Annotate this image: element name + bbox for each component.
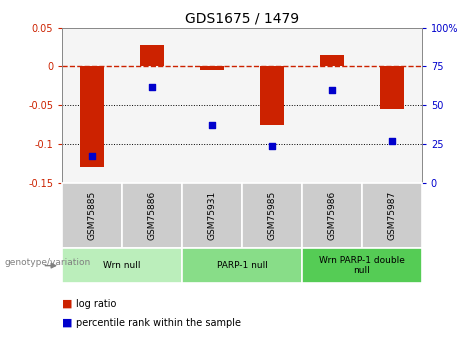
- Text: GSM75886: GSM75886: [148, 191, 157, 240]
- Text: ■: ■: [62, 299, 73, 308]
- Bar: [80, 66, 104, 167]
- Text: ■: ■: [62, 318, 73, 327]
- Text: GSM75986: GSM75986: [327, 191, 337, 240]
- Bar: [260, 66, 284, 125]
- Text: PARP-1 null: PARP-1 null: [217, 261, 267, 270]
- Bar: [140, 45, 164, 66]
- Text: GSM75985: GSM75985: [267, 191, 277, 240]
- Text: GSM75987: GSM75987: [387, 191, 396, 240]
- Text: GSM75931: GSM75931: [207, 191, 217, 240]
- Text: Wrn null: Wrn null: [103, 261, 141, 270]
- Text: Wrn PARP-1 double
null: Wrn PARP-1 double null: [319, 256, 405, 275]
- Point: [388, 138, 396, 144]
- Bar: [320, 55, 344, 66]
- Point: [208, 122, 216, 128]
- Text: log ratio: log ratio: [76, 299, 117, 308]
- Bar: [200, 66, 224, 70]
- Title: GDS1675 / 1479: GDS1675 / 1479: [185, 11, 299, 25]
- Point: [328, 87, 336, 92]
- Point: [268, 143, 276, 148]
- Point: [148, 84, 156, 89]
- Text: genotype/variation: genotype/variation: [5, 258, 91, 267]
- Text: GSM75885: GSM75885: [88, 191, 97, 240]
- Text: percentile rank within the sample: percentile rank within the sample: [76, 318, 241, 327]
- Bar: [380, 66, 404, 109]
- Point: [89, 154, 96, 159]
